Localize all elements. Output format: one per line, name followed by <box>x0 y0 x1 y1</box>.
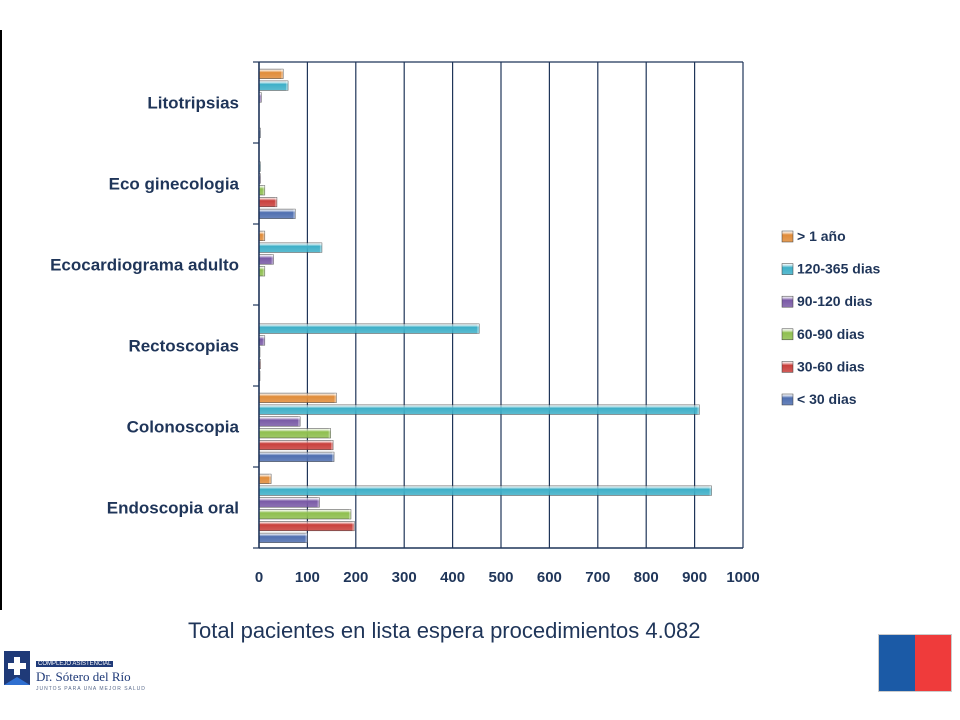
bar-end-cap <box>259 92 262 103</box>
bar-end-cap <box>262 266 265 276</box>
legend-label: 30-60 dias <box>797 358 865 374</box>
bar <box>258 497 320 508</box>
bar-end-cap <box>281 69 284 79</box>
hospital-logo-mark-icon <box>4 651 30 685</box>
bar-end-cap <box>271 254 274 265</box>
legend-item: > 1 año <box>781 228 846 244</box>
bar <box>258 521 355 532</box>
bar <box>258 392 337 403</box>
category-label: Litotripsias <box>147 94 239 113</box>
flag-red-band <box>915 635 951 691</box>
x-tick-label: 900 <box>682 569 707 586</box>
legend-swatch <box>781 230 794 243</box>
bar-end-cap <box>262 231 265 241</box>
bar <box>258 451 335 462</box>
flag-blue-band <box>879 635 915 691</box>
bar <box>258 416 301 427</box>
bar <box>258 208 296 219</box>
x-tick-label: 800 <box>634 569 659 586</box>
bar-end-cap <box>352 521 355 531</box>
bar-end-cap <box>319 242 322 253</box>
hospital-logo: COMPLEJO ASISTENCIAL Dr. Sótero del Río … <box>2 645 152 693</box>
bar-end-cap <box>262 185 265 195</box>
bar <box>258 323 480 334</box>
legend-swatch <box>781 263 794 275</box>
x-tick-label: 0 <box>255 569 263 586</box>
bar <box>258 532 308 543</box>
bar-end-cap <box>293 209 296 219</box>
bar <box>258 80 289 91</box>
bar <box>258 242 323 253</box>
bar-end-cap <box>477 323 480 334</box>
category-label: Endoscopia oral <box>107 499 239 518</box>
x-tick-label: 400 <box>440 569 465 586</box>
legend-item: 30-60 dias <box>781 358 865 374</box>
legend-label: < 30 dias <box>797 391 857 407</box>
legend-swatch <box>781 393 794 406</box>
category-label: Rectoscopias <box>128 337 239 356</box>
bar-end-cap <box>269 474 272 484</box>
bar-end-cap <box>334 393 337 403</box>
bar <box>258 428 331 439</box>
bar <box>258 197 278 208</box>
bar <box>258 440 334 451</box>
bar <box>258 254 274 265</box>
bar-end-cap <box>262 335 265 346</box>
logo-small-text: COMPLEJO ASISTENCIAL <box>36 661 114 667</box>
legend-label: 90-120 dias <box>797 293 873 309</box>
bar <box>258 68 284 79</box>
bar-end-cap <box>298 416 301 427</box>
bar-end-cap <box>348 509 351 519</box>
bar-end-cap <box>286 80 289 91</box>
bar-end-cap <box>331 440 334 450</box>
legend-swatch <box>781 295 794 308</box>
legend-item: < 30 dias <box>781 391 857 407</box>
bar-end-cap <box>697 404 700 415</box>
legend-swatch <box>781 328 794 341</box>
bar-end-cap <box>317 497 320 508</box>
category-label: Ecocardiograma adulto <box>50 256 239 275</box>
bar <box>258 404 700 415</box>
legend-label: > 1 año <box>797 228 846 244</box>
legend-swatch <box>781 361 794 373</box>
bar-end-cap <box>274 197 277 207</box>
x-tick-label: 1000 <box>726 569 759 586</box>
legend-label: 60-90 dias <box>797 326 865 342</box>
legend-item: 120-365 dias <box>781 261 880 277</box>
bar-end-cap <box>305 533 308 543</box>
chile-flag-icon <box>878 634 952 692</box>
slide-left-rule <box>0 30 2 610</box>
x-tick-label: 300 <box>392 569 417 586</box>
x-tick-label: 700 <box>585 569 610 586</box>
logo-tagline: JUNTOS PARA UNA MEJOR SALUD <box>36 686 146 692</box>
legend-item: 60-90 dias <box>781 326 865 342</box>
bar-end-cap <box>328 428 331 438</box>
bar-chart: Endoscopia oral Colonoscopia Rectoscopias E… <box>50 61 880 586</box>
legend-label: 120-365 dias <box>797 261 880 277</box>
bar <box>258 485 712 496</box>
logo-main-text: Dr. Sótero del Río <box>36 669 131 684</box>
x-tick-label: 100 <box>295 569 320 586</box>
legend-item: 90-120 dias <box>781 293 873 309</box>
x-tick-label: 200 <box>343 569 368 586</box>
category-label: Eco ginecologia <box>109 175 240 194</box>
x-tick-label: 500 <box>488 569 513 586</box>
bar-end-cap <box>332 452 335 462</box>
x-tick-label: 600 <box>537 569 562 586</box>
total-patients-text: Total pacientes en lista espera procedim… <box>188 618 701 643</box>
bar-end-cap <box>709 485 712 496</box>
category-label: Colonoscopia <box>127 418 240 437</box>
bar <box>258 509 352 520</box>
